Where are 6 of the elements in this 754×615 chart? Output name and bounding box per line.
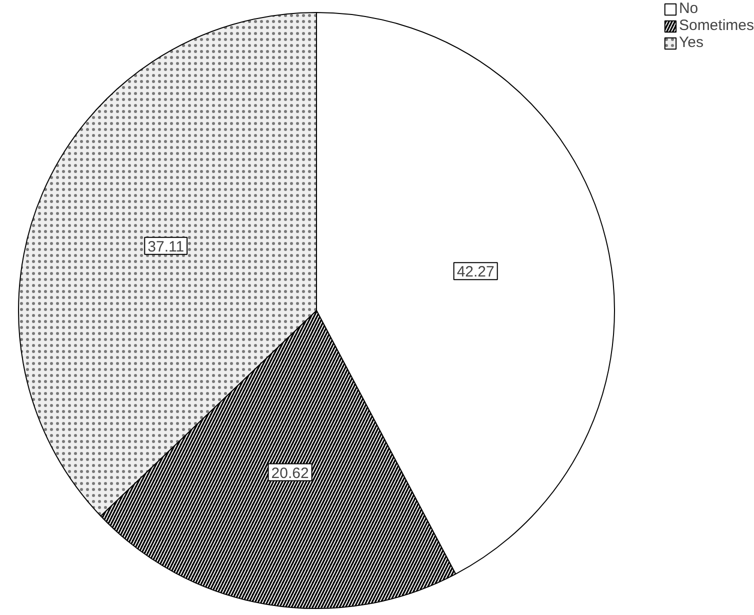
legend-label: Yes — [678, 34, 704, 51]
data-label: 42.27 — [456, 264, 494, 281]
legend-label: No — [678, 0, 699, 17]
data-label: 20.62 — [271, 464, 309, 482]
data-label: 37.11 — [148, 238, 184, 256]
legend-label: Sometimes — [678, 17, 754, 34]
